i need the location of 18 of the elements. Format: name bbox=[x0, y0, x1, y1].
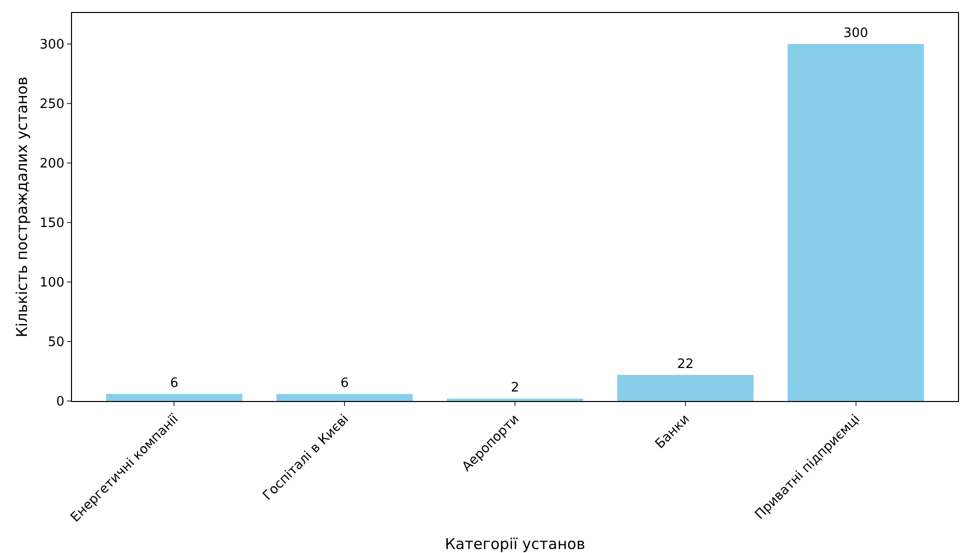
data-label: 6 bbox=[340, 376, 349, 391]
y-tick-label: 200 bbox=[40, 156, 64, 172]
data-label: 2 bbox=[510, 380, 520, 396]
y-tick-label: 300 bbox=[40, 37, 64, 52]
data-label: 22 bbox=[677, 356, 694, 372]
bar bbox=[276, 394, 413, 401]
bar bbox=[106, 394, 242, 401]
y-axis-title: Кількість постраждалих установ bbox=[12, 76, 31, 338]
y-tick-label: 0 bbox=[56, 394, 64, 410]
bar bbox=[788, 44, 924, 401]
x-axis-title: Категорії установ bbox=[444, 535, 586, 553]
y-tick-label: 150 bbox=[40, 216, 64, 232]
data-label: 300 bbox=[843, 26, 868, 41]
bar bbox=[617, 374, 754, 401]
y-tick-label: 100 bbox=[40, 276, 64, 291]
data-label: 6 bbox=[170, 376, 178, 391]
y-tick-label: 250 bbox=[40, 97, 64, 112]
y-tick-label: 50 bbox=[48, 335, 64, 350]
